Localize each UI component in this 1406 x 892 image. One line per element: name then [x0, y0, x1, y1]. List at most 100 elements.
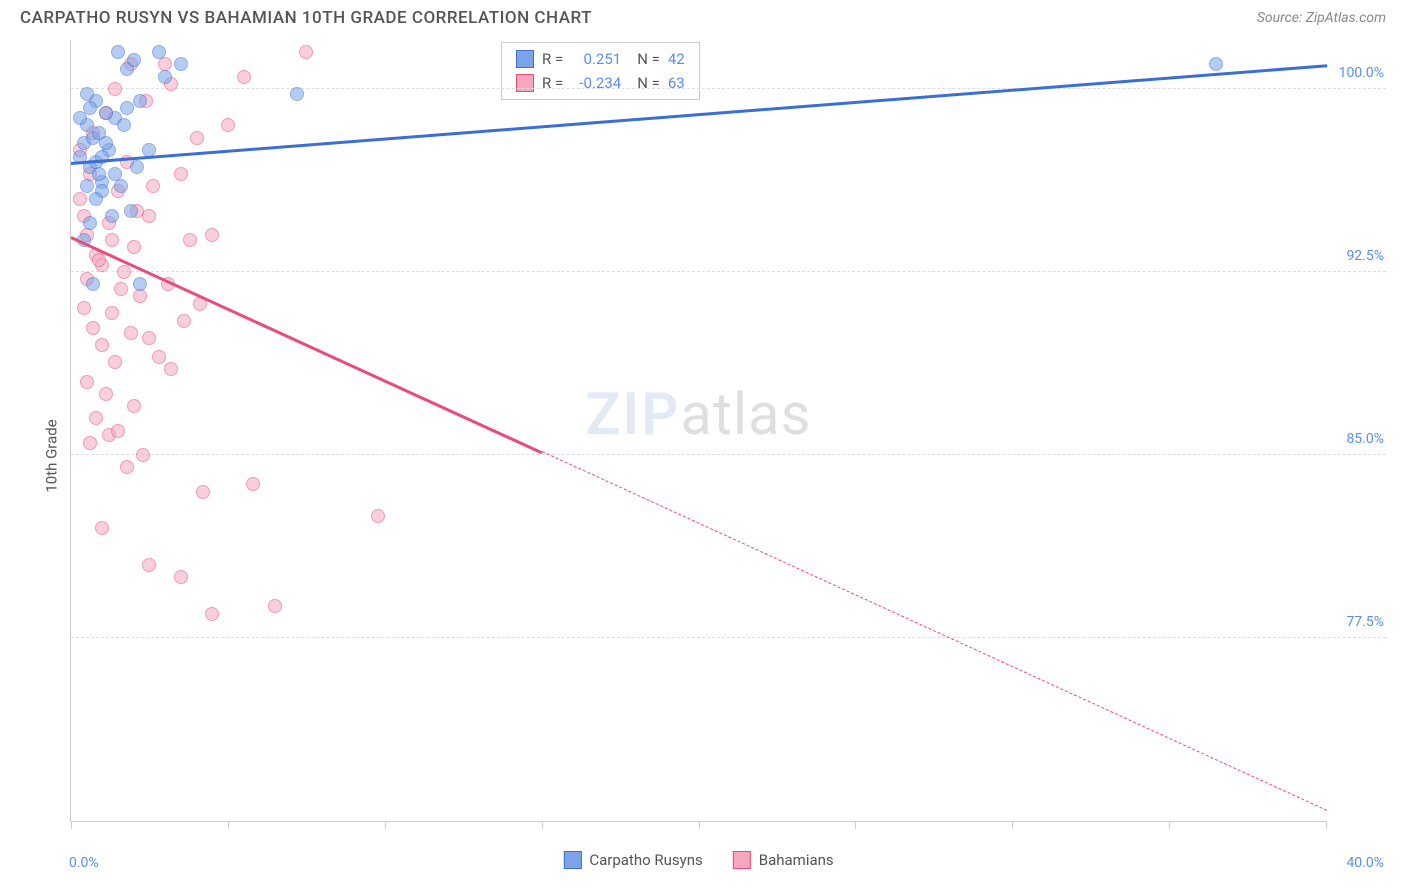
- legend-label-b: Bahamians: [759, 851, 834, 869]
- scatter-point-a: [111, 45, 125, 59]
- scatter-point-b: [146, 179, 160, 193]
- source-label: Source: ZipAtlas.com: [1257, 10, 1386, 26]
- scatter-point-b: [77, 301, 91, 315]
- scatter-point-a: [174, 57, 188, 71]
- scatter-point-a: [80, 87, 94, 101]
- x-tick: [855, 821, 856, 829]
- scatter-point-a: [114, 179, 128, 193]
- scatter-point-b: [127, 240, 141, 254]
- scatter-point-a: [73, 111, 87, 125]
- scatter-point-a: [108, 167, 122, 181]
- scatter-point-b: [83, 436, 97, 450]
- x-tick: [228, 821, 229, 829]
- scatter-point-a: [105, 209, 119, 223]
- legend-label-a: Carpatho Rusyns: [589, 851, 702, 869]
- scatter-point-a: [133, 277, 147, 291]
- scatter-point-a: [99, 136, 113, 150]
- y-tick-label: 100.0%: [1339, 65, 1384, 81]
- scatter-point-b: [164, 362, 178, 376]
- scatter-point-b: [190, 131, 204, 145]
- legend-item-a: Carpatho Rusyns: [563, 851, 702, 869]
- scatter-point-b: [246, 477, 260, 491]
- legend-swatch-a: [563, 851, 581, 869]
- trendline-b-solid: [70, 236, 542, 454]
- scatter-point-b: [268, 599, 282, 613]
- x-tick-label: 0.0%: [69, 855, 99, 871]
- chart-container: 10th Grade ZIPatlas R = 0.251 N = 42 R =…: [20, 40, 1386, 872]
- x-tick: [542, 821, 543, 829]
- scatter-point-b: [86, 321, 100, 335]
- scatter-point-b: [80, 375, 94, 389]
- y-tick-label: 92.5%: [1346, 248, 1384, 264]
- scatter-point-a: [124, 204, 138, 218]
- swatch-b: [516, 74, 534, 92]
- y-axis-label: 10th Grade: [43, 419, 61, 492]
- n-value-b: 63: [668, 71, 685, 95]
- scatter-point-a: [130, 160, 144, 174]
- scatter-point-a: [127, 53, 141, 67]
- scatter-point-b: [205, 607, 219, 621]
- scatter-point-b: [108, 82, 122, 96]
- x-tick: [385, 821, 386, 829]
- scatter-point-b: [92, 253, 106, 267]
- scatter-point-a: [1209, 57, 1223, 71]
- scatter-point-b: [95, 338, 109, 352]
- scatter-point-b: [183, 233, 197, 247]
- scatter-point-b: [73, 192, 87, 206]
- bottom-legend: Carpatho Rusyns Bahamians: [563, 851, 833, 869]
- scatter-point-b: [152, 350, 166, 364]
- scatter-point-b: [196, 485, 210, 499]
- scatter-point-b: [117, 265, 131, 279]
- scatter-point-a: [86, 277, 100, 291]
- x-tick: [1169, 821, 1170, 829]
- watermark: ZIPatlas: [585, 381, 811, 449]
- scatter-point-b: [174, 570, 188, 584]
- scatter-point-b: [108, 355, 122, 369]
- gridline: [71, 271, 1386, 272]
- x-tick: [1012, 821, 1013, 829]
- x-tick: [1326, 821, 1327, 829]
- scatter-point-b: [136, 448, 150, 462]
- scatter-point-b: [111, 424, 125, 438]
- scatter-point-a: [92, 167, 106, 181]
- scatter-point-b: [299, 45, 313, 59]
- scatter-point-b: [95, 521, 109, 535]
- gridline: [71, 637, 1386, 638]
- trendline-b-dashed: [542, 451, 1327, 811]
- scatter-point-a: [290, 87, 304, 101]
- x-tick-label: 40.0%: [1346, 855, 1384, 871]
- scatter-point-b: [99, 387, 113, 401]
- scatter-point-b: [142, 558, 156, 572]
- scatter-point-b: [371, 509, 385, 523]
- scatter-point-a: [89, 192, 103, 206]
- scatter-point-b: [221, 118, 235, 132]
- stats-legend-box: R = 0.251 N = 42 R = -0.234 N = 63: [501, 42, 700, 100]
- scatter-point-a: [99, 106, 113, 120]
- y-tick-label: 85.0%: [1346, 431, 1384, 447]
- x-tick: [71, 821, 72, 829]
- scatter-point-a: [117, 118, 131, 132]
- gridline: [71, 88, 1386, 89]
- x-tick: [699, 821, 700, 829]
- plot-area: ZIPatlas R = 0.251 N = 42 R = -0.234 N =…: [70, 40, 1326, 822]
- scatter-point-b: [237, 70, 251, 84]
- scatter-point-b: [133, 289, 147, 303]
- chart-title: CARPATHO RUSYN VS BAHAMIAN 10TH GRADE CO…: [20, 8, 592, 28]
- gridline: [71, 454, 1386, 455]
- r-value-a: 0.251: [571, 47, 621, 71]
- scatter-point-a: [158, 70, 172, 84]
- scatter-point-a: [80, 179, 94, 193]
- scatter-point-a: [133, 94, 147, 108]
- scatter-point-a: [152, 45, 166, 59]
- y-tick-label: 77.5%: [1346, 614, 1384, 630]
- scatter-point-b: [174, 167, 188, 181]
- scatter-point-b: [105, 306, 119, 320]
- scatter-point-b: [127, 399, 141, 413]
- legend-swatch-b: [733, 851, 751, 869]
- scatter-point-b: [205, 228, 219, 242]
- swatch-a: [516, 50, 534, 68]
- scatter-point-b: [177, 314, 191, 328]
- n-value-a: 42: [668, 47, 685, 71]
- scatter-point-b: [142, 209, 156, 223]
- scatter-point-b: [142, 331, 156, 345]
